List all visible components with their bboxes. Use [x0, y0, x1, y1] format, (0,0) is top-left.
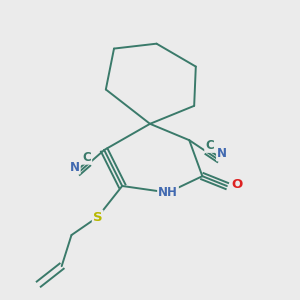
- Text: O: O: [231, 178, 242, 191]
- Text: N: N: [217, 147, 227, 161]
- Text: C: C: [82, 151, 91, 164]
- Text: N: N: [70, 160, 80, 173]
- Text: NH: NH: [158, 186, 178, 199]
- Text: C: C: [205, 139, 214, 152]
- Text: S: S: [93, 211, 103, 224]
